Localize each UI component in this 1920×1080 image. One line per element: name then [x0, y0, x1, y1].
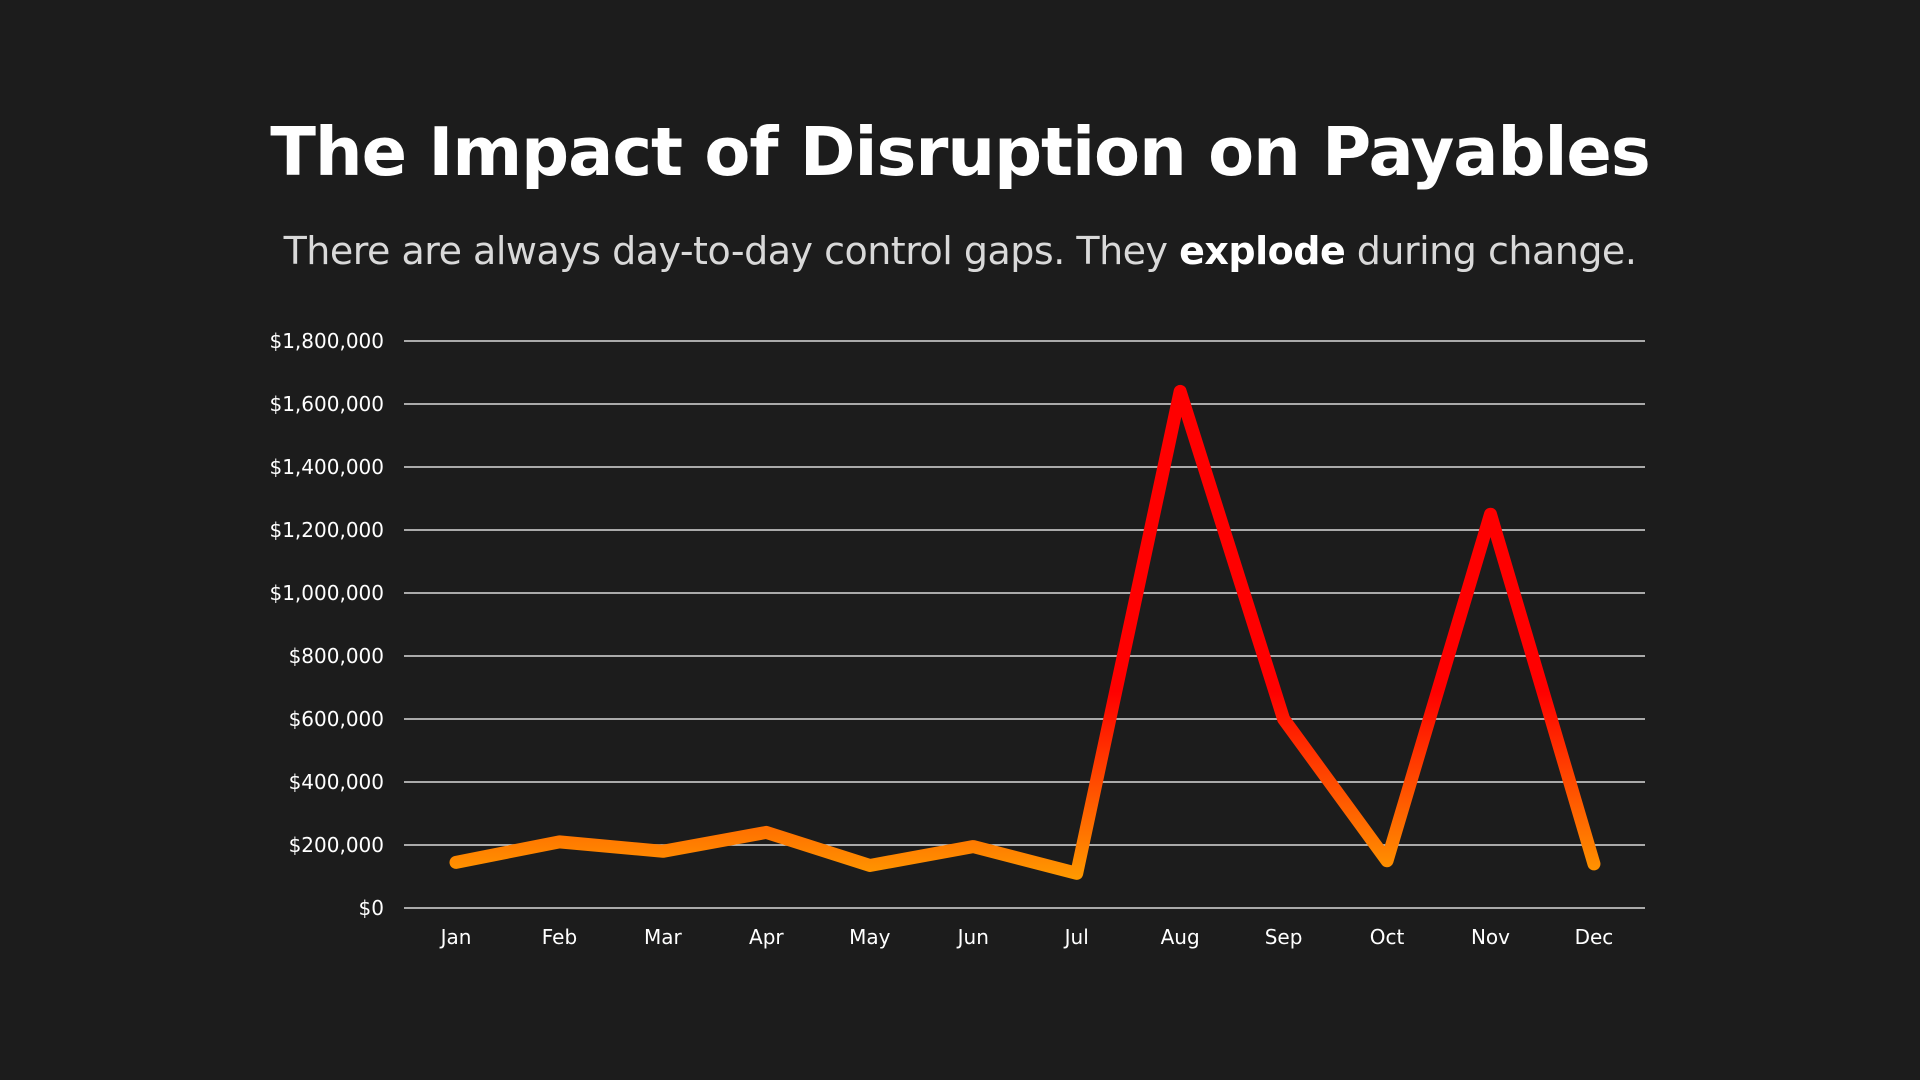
x-tick-label: Sep	[1265, 925, 1303, 949]
y-tick-label: $800,000	[289, 644, 384, 668]
y-tick-label: $200,000	[289, 833, 384, 857]
y-tick-label: $1,800,000	[269, 329, 384, 353]
y-axis-tick-labels: $0 $200,000 $400,000 $600,000 $800,000 $1,000…	[269, 329, 384, 920]
x-tick-label: Aug	[1161, 925, 1200, 949]
subtitle-emphasis: explode	[1179, 229, 1346, 273]
series-line	[449, 384, 1601, 880]
x-tick-label: Jun	[956, 925, 989, 949]
x-tick-label: Jan	[439, 925, 472, 949]
y-tick-label: $0	[359, 896, 384, 920]
x-tick-label: Oct	[1370, 925, 1405, 949]
slide-title: The Impact of Disruption on Payables	[270, 113, 1651, 191]
y-tick-label: $1,400,000	[269, 455, 384, 479]
series-layer	[449, 384, 1601, 880]
slide-subtitle: There are always day-to-day control gaps…	[0, 229, 1920, 273]
y-tick-label: $600,000	[289, 707, 384, 731]
gridlines	[404, 340, 1645, 909]
y-tick-label: $1,200,000	[269, 518, 384, 542]
x-tick-label: Dec	[1575, 925, 1614, 949]
x-axis-tick-labels: Jan Feb Mar Apr May Jun Jul Aug Sep Oct Nov Dec	[439, 925, 1614, 949]
x-tick-label: Jul	[1063, 925, 1089, 949]
x-tick-label: Apr	[749, 925, 784, 949]
subtitle-text-start: There are always day-to-day control gaps…	[283, 229, 1180, 273]
x-tick-label: Feb	[542, 925, 577, 949]
y-tick-label: $1,600,000	[269, 392, 384, 416]
x-tick-label: Nov	[1471, 925, 1510, 949]
y-tick-label: $1,000,000	[269, 581, 384, 605]
y-tick-label: $400,000	[289, 770, 384, 794]
subtitle-text-end: during change.	[1345, 229, 1637, 273]
x-tick-label: Mar	[644, 925, 683, 949]
x-tick-label: May	[849, 925, 891, 949]
